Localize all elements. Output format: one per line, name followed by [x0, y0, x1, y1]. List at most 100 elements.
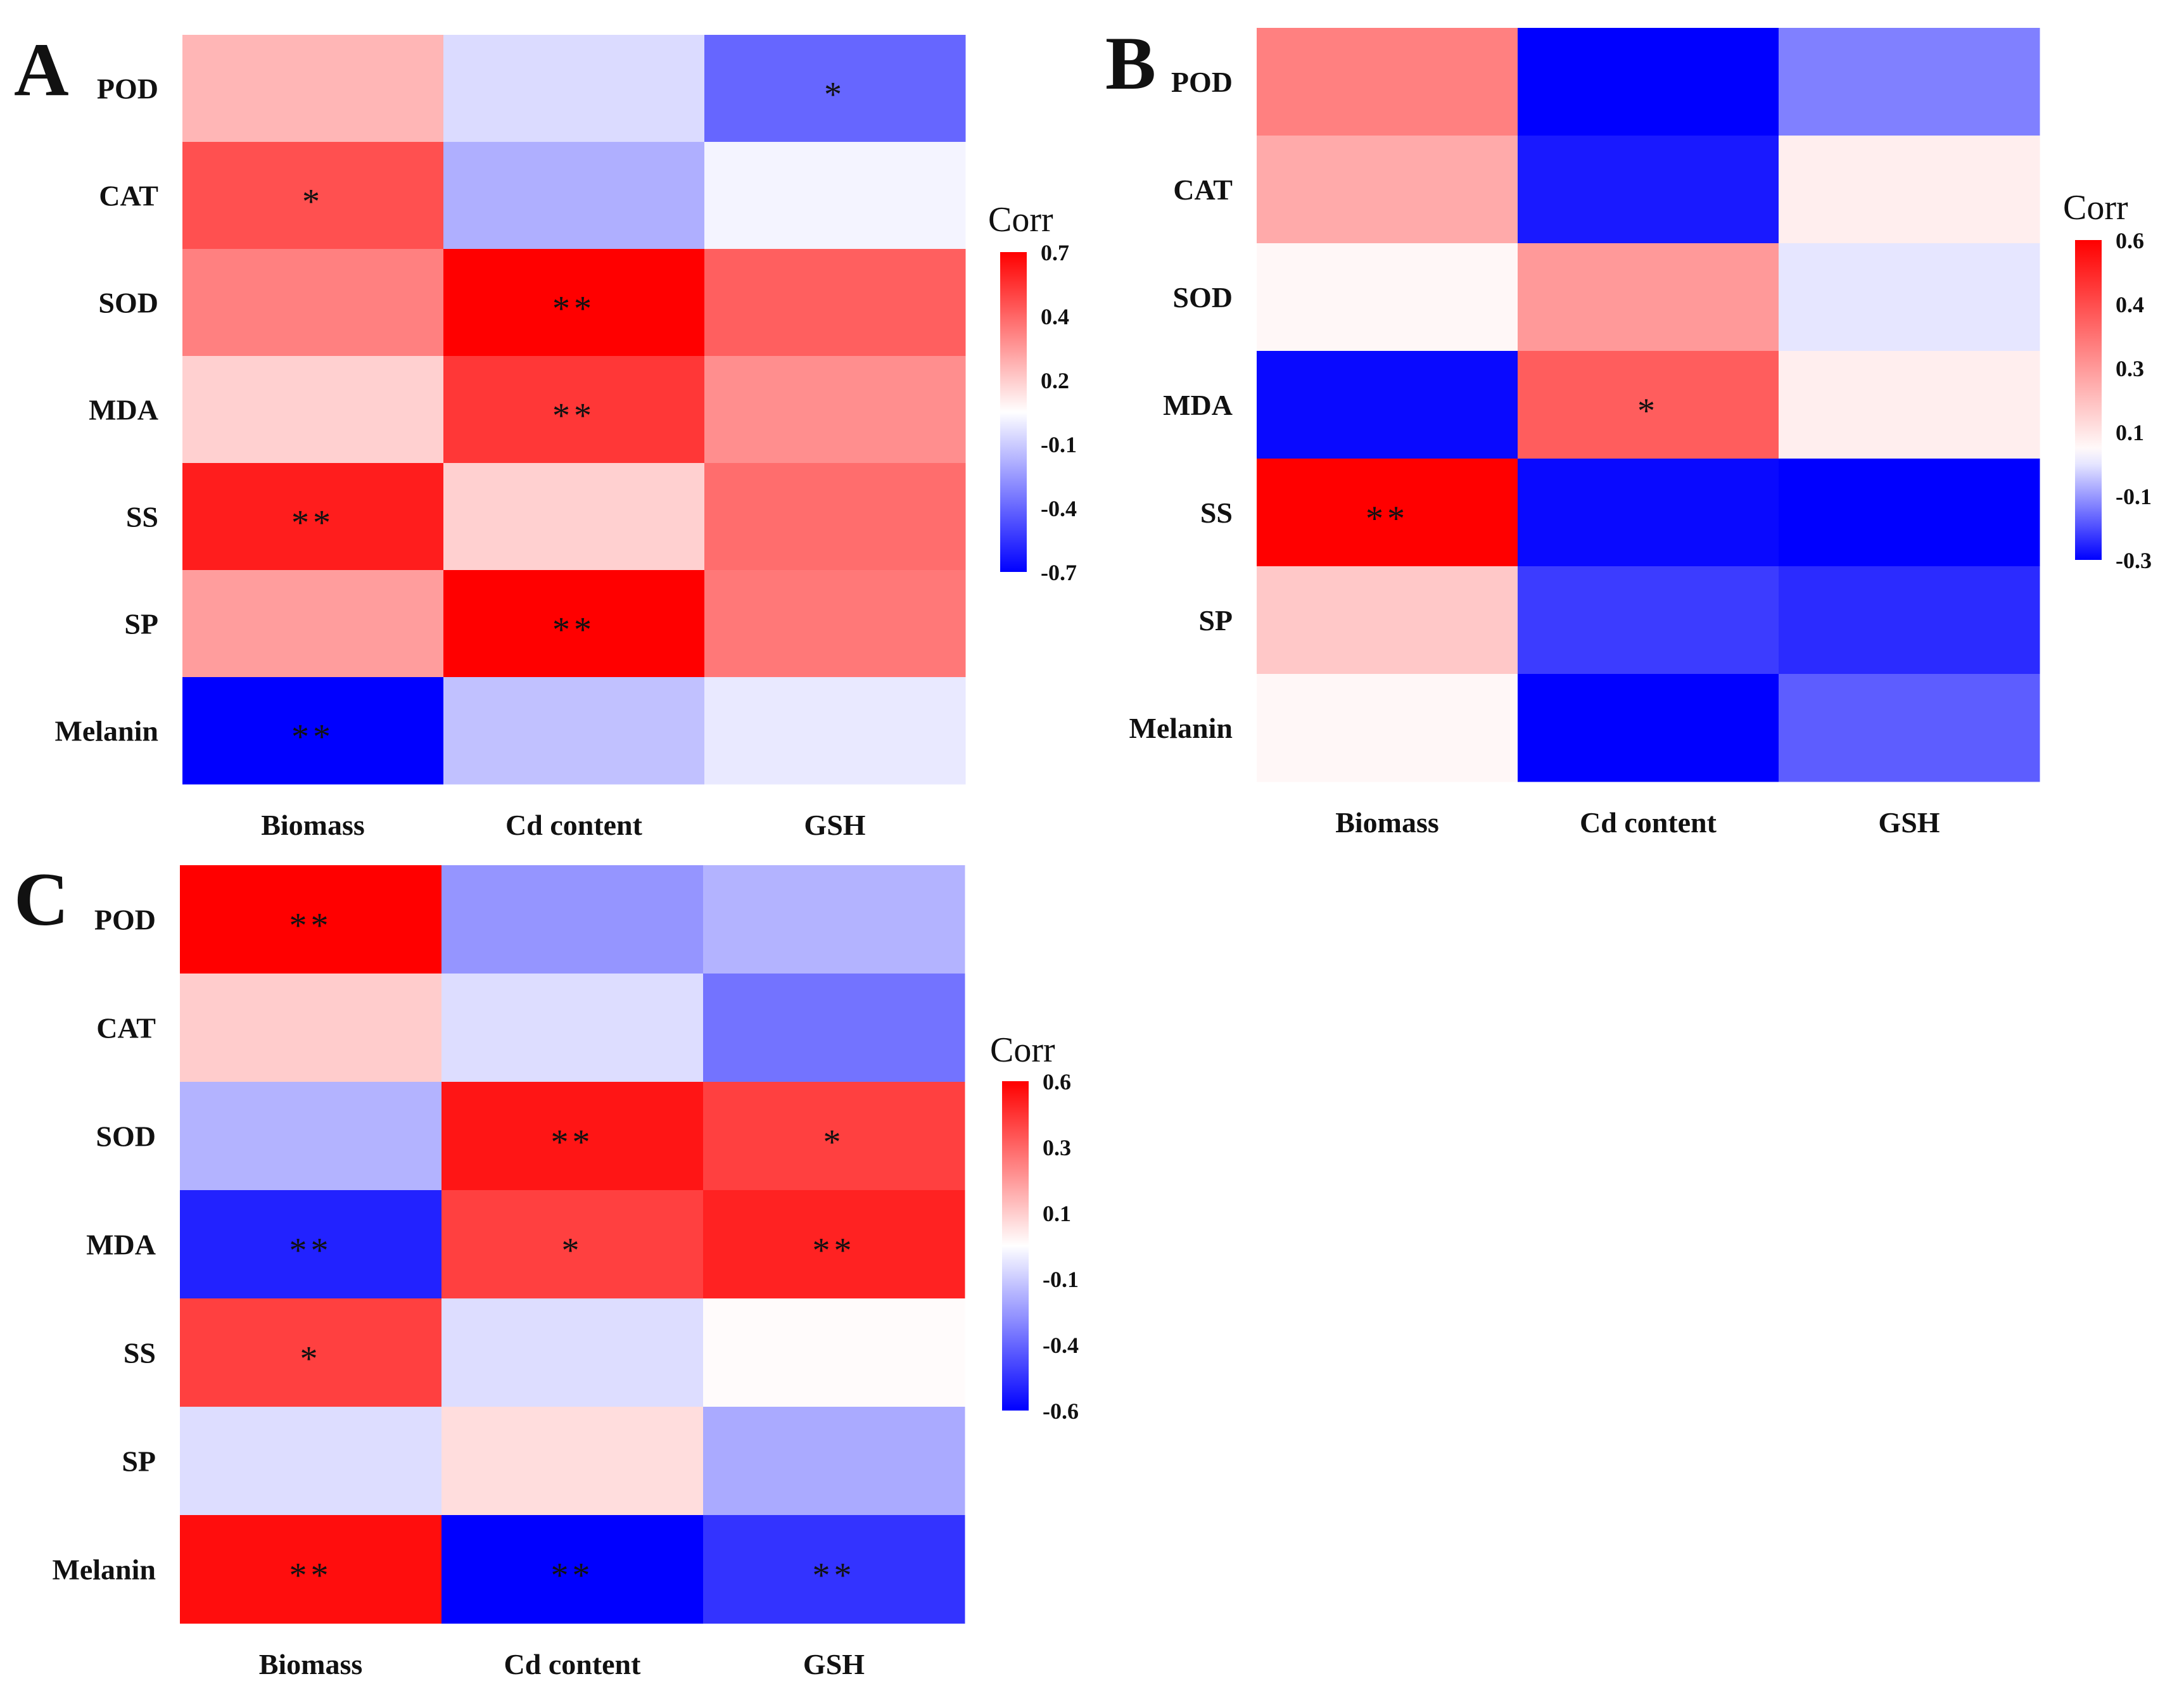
panel-a-cell-melanin-0 — [182, 677, 444, 785]
panel-b-cell-cat-2 — [1779, 136, 2040, 244]
panel-a-row-label: SP — [124, 608, 158, 640]
panel-a-row-label: MDA — [89, 394, 158, 426]
panel-a-cell-melanin-1 — [443, 677, 705, 785]
panel-c-cell-ss-2 — [703, 1298, 965, 1407]
panel-c-legend-tick-label: 0.1 — [1043, 1201, 1071, 1226]
panel-a-cell-mda-2 — [704, 356, 966, 464]
panel-b-legend-tick-label: 0.4 — [2116, 292, 2144, 317]
panel-c-cell-melanin-1 — [441, 1515, 704, 1624]
panel-a-legend-tick-label: -0.4 — [1041, 496, 1077, 521]
panel-c-column-label: Biomass — [259, 1648, 363, 1680]
panel-a-significance-mark: ** — [291, 504, 334, 543]
panel-a-column-label: Biomass — [261, 809, 365, 841]
panel-a-cell-pod-2 — [704, 35, 966, 143]
panel-a-cell-mda-1 — [443, 356, 705, 464]
panel-a-legend-tick-label: -0.7 — [1041, 560, 1077, 585]
panel-a-column-label: Cd content — [505, 809, 643, 841]
panel-c-legend-tick-label: 0.3 — [1043, 1135, 1071, 1160]
panel-b-cell-sp-1 — [1518, 566, 1779, 675]
panel-a-cell-sp-0 — [182, 570, 444, 678]
panel-b-column-label: Biomass — [1335, 806, 1439, 839]
panel-a-significance-mark: ** — [552, 289, 595, 329]
panel-c-significance-mark: * — [823, 1123, 845, 1162]
panel-b-cell-melanin-2 — [1779, 674, 2040, 782]
panel-c-row-label: SOD — [96, 1120, 156, 1153]
panel-c-cell-cat-1 — [441, 974, 704, 1082]
panel-c-row-label: POD — [94, 904, 156, 936]
panel-c-cell-ss-0 — [180, 1298, 442, 1407]
panel-c-legend-tick-label: -0.4 — [1043, 1333, 1079, 1358]
panel-a-significance-mark: ** — [552, 611, 595, 650]
panel-c-cell-mda-0 — [180, 1190, 442, 1299]
panel-b-column-label: Cd content — [1580, 806, 1717, 839]
panel-b-legend-tick-label: 0.1 — [2116, 420, 2144, 445]
panel-a-cell-ss-2 — [704, 463, 966, 571]
panel-c-row-label: MDA — [86, 1229, 156, 1261]
panel-c-cell-pod-1 — [441, 865, 704, 974]
panel-c-cell-sp-2 — [703, 1407, 965, 1516]
panel-b-legend-tick-label: 0.3 — [2116, 356, 2144, 381]
panel-b-cell-sod-1 — [1518, 243, 1779, 352]
panel-c-cell-ss-1 — [441, 1298, 704, 1407]
panel-a-cell-ss-1 — [443, 463, 705, 571]
panel-b-cell-mda-0 — [1257, 351, 1518, 459]
panel-c-column-label: GSH — [803, 1648, 865, 1680]
panel-c-significance-mark: ** — [289, 1231, 333, 1271]
panel-b-cell-sod-2 — [1779, 243, 2040, 352]
panel-c-significance-mark: ** — [551, 1556, 594, 1595]
panel-a-row-label: Melanin — [54, 715, 158, 747]
panel-a-cell-cat-0 — [182, 142, 444, 250]
panel-a-cell-pod-1 — [443, 35, 705, 143]
panel-c-cell-cat-0 — [180, 974, 442, 1082]
panel-b-row-label: SP — [1198, 604, 1233, 637]
panel-a-row-label: POD — [97, 73, 158, 105]
panel-c-legend-tick-label: -0.1 — [1043, 1267, 1079, 1292]
panel-a-cell-ss-0 — [182, 463, 444, 571]
panel-b-cell-pod-0 — [1257, 28, 1518, 136]
panel-a-legend-tick-label: -0.1 — [1041, 432, 1077, 457]
panel-c-row-label: SP — [122, 1445, 156, 1478]
panel-c-significance-mark: ** — [813, 1556, 856, 1595]
panel-b-legend-title: Corr — [2063, 188, 2128, 227]
panel-b-row-label: SOD — [1172, 281, 1233, 314]
panel-a-significance-mark: ** — [552, 396, 595, 436]
panel-b-cell-ss-0 — [1257, 459, 1518, 567]
panel-a-letter: A — [14, 27, 69, 111]
panel-c-legend-tick-label: 0.6 — [1043, 1069, 1071, 1094]
panel-b-cell-ss-1 — [1518, 459, 1779, 567]
panel-c-legend-tick-label: -0.6 — [1043, 1399, 1079, 1424]
panel-a: A ************PODCATSODMDASSSPMelaninBiom… — [14, 27, 1077, 841]
panel-a-cell-sod-1 — [443, 249, 705, 357]
panel-a-legend-tick-label: 0.7 — [1041, 240, 1069, 265]
panel-c-significance-mark: ** — [289, 1556, 333, 1595]
panel-c-cell-mda-1 — [441, 1190, 704, 1299]
panel-b-legend-tick-label: 0.6 — [2116, 228, 2144, 253]
panel-a-cell-melanin-2 — [704, 677, 966, 785]
panel-a-significance-mark: ** — [291, 718, 334, 757]
panel-c-cell-sod-2 — [703, 1082, 965, 1191]
panel-a-cell-sod-0 — [182, 249, 444, 357]
panel-a-cell-sod-2 — [704, 249, 966, 357]
panel-c-cell-sod-1 — [441, 1082, 704, 1191]
panel-c-cell-pod-2 — [703, 865, 965, 974]
panel-b-row-label: POD — [1171, 66, 1233, 98]
panel-b-legend-tick-label: -0.1 — [2116, 484, 2152, 509]
panel-b-cell-cat-1 — [1518, 136, 1779, 244]
panel-c-row-label: SS — [124, 1337, 156, 1369]
panel-b-row-label: SS — [1200, 497, 1233, 529]
panel-b-cell-ss-2 — [1779, 459, 2040, 567]
panel-a-row-label: SS — [126, 501, 158, 533]
panel-b-column-label: GSH — [1878, 806, 1940, 839]
panel-b-cell-mda-2 — [1779, 351, 2040, 459]
panel-a-cell-cat-2 — [704, 142, 966, 250]
panel-c-cell-sp-1 — [441, 1407, 704, 1516]
panel-b-letter: B — [1105, 21, 1156, 105]
panel-c-row-label: Melanin — [52, 1554, 156, 1586]
panel-a-row-label: SOD — [98, 287, 158, 319]
panel-b-legend-colorbar — [2075, 240, 2102, 560]
panel-c-cell-sp-0 — [180, 1407, 442, 1516]
panel-c-letter: C — [14, 857, 69, 941]
panel-a-cell-sp-2 — [704, 570, 966, 678]
panel-c-column-label: Cd content — [504, 1648, 642, 1680]
